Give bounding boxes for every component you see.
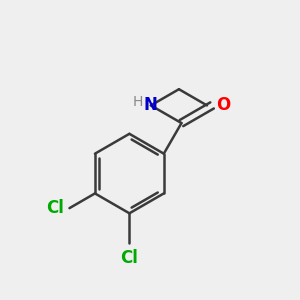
Text: Cl: Cl [46, 199, 64, 217]
Text: O: O [217, 96, 231, 114]
Text: N: N [144, 96, 158, 114]
Text: Cl: Cl [121, 249, 138, 267]
Text: H: H [132, 95, 143, 110]
